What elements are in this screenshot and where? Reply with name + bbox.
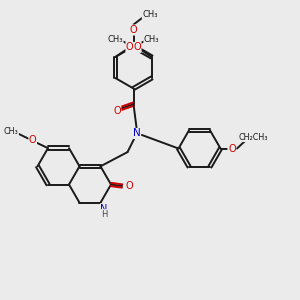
Text: O: O (113, 106, 121, 116)
Text: O: O (228, 143, 236, 154)
Text: H: H (101, 210, 107, 219)
Text: O: O (29, 135, 37, 145)
Text: N: N (100, 204, 108, 214)
Text: CH₃: CH₃ (108, 34, 123, 43)
Text: O: O (134, 42, 141, 52)
Text: N: N (133, 128, 140, 139)
Text: CH₂CH₃: CH₂CH₃ (239, 133, 268, 142)
Text: O: O (126, 42, 134, 52)
Text: CH₃: CH₃ (142, 10, 158, 19)
Text: CH₃: CH₃ (144, 34, 159, 43)
Text: CH₃: CH₃ (4, 127, 19, 136)
Text: O: O (130, 25, 137, 35)
Text: O: O (126, 181, 134, 191)
